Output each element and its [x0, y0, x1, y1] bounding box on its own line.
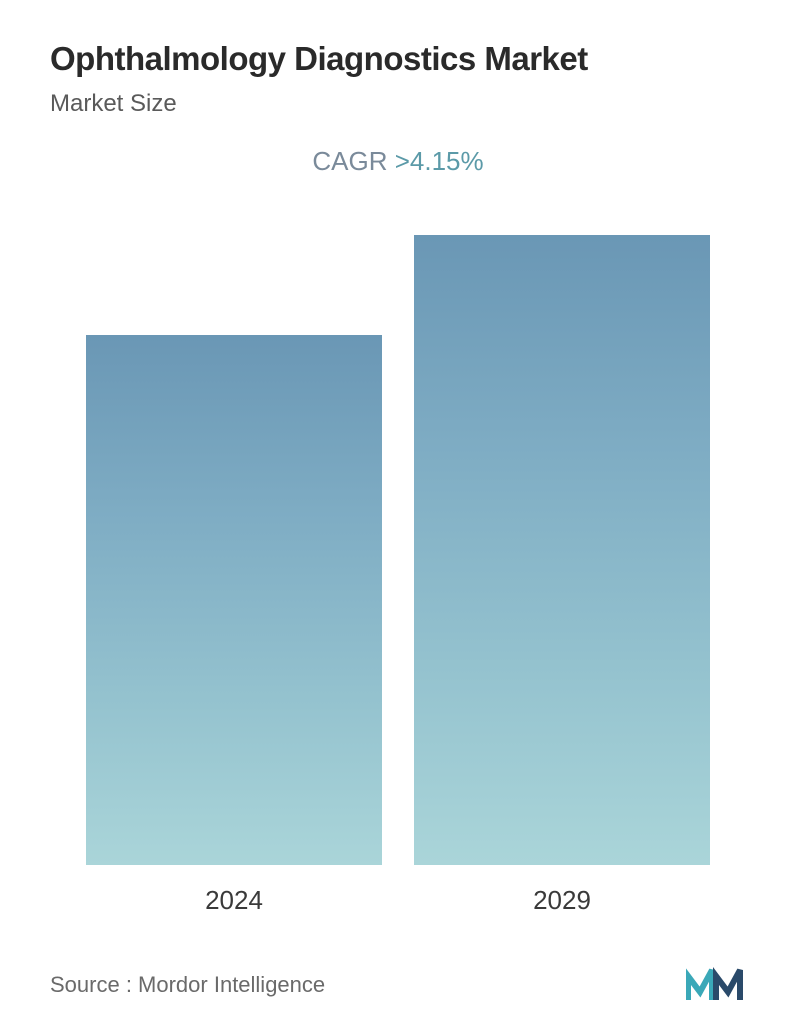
- chart-subtitle: Market Size: [50, 90, 746, 118]
- bar-group-0: 2024: [86, 335, 381, 916]
- bar-label-1: 2029: [533, 885, 591, 916]
- logo-icon: [686, 966, 746, 1004]
- bar-1: [414, 235, 709, 865]
- footer: Source : Mordor Intelligence: [50, 936, 746, 1004]
- cagr-row: CAGR >4.15%: [50, 146, 746, 177]
- cagr-value: >4.15%: [395, 146, 484, 176]
- bar-0: [86, 335, 381, 865]
- source-text: Source : Mordor Intelligence: [50, 972, 325, 998]
- bar-group-1: 2029: [414, 235, 709, 916]
- chart-title: Ophthalmology Diagnostics Market: [50, 40, 746, 78]
- chart-container: Ophthalmology Diagnostics Market Market …: [0, 0, 796, 1034]
- bar-label-0: 2024: [205, 885, 263, 916]
- cagr-label: CAGR: [312, 146, 394, 176]
- chart-area: 2024 2029: [50, 217, 746, 926]
